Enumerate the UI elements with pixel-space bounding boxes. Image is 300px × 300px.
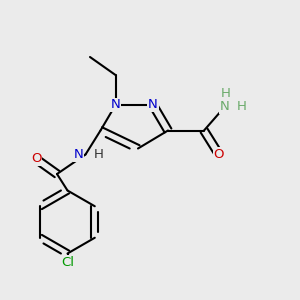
Text: O: O xyxy=(214,148,224,161)
Text: N: N xyxy=(148,98,158,112)
Text: N: N xyxy=(220,100,230,113)
Text: O: O xyxy=(31,152,41,166)
Text: Cl: Cl xyxy=(61,256,74,269)
Text: H: H xyxy=(221,87,230,101)
Text: H: H xyxy=(237,100,246,113)
Text: N: N xyxy=(74,148,83,161)
Text: H: H xyxy=(94,148,104,161)
Text: N: N xyxy=(111,98,120,112)
